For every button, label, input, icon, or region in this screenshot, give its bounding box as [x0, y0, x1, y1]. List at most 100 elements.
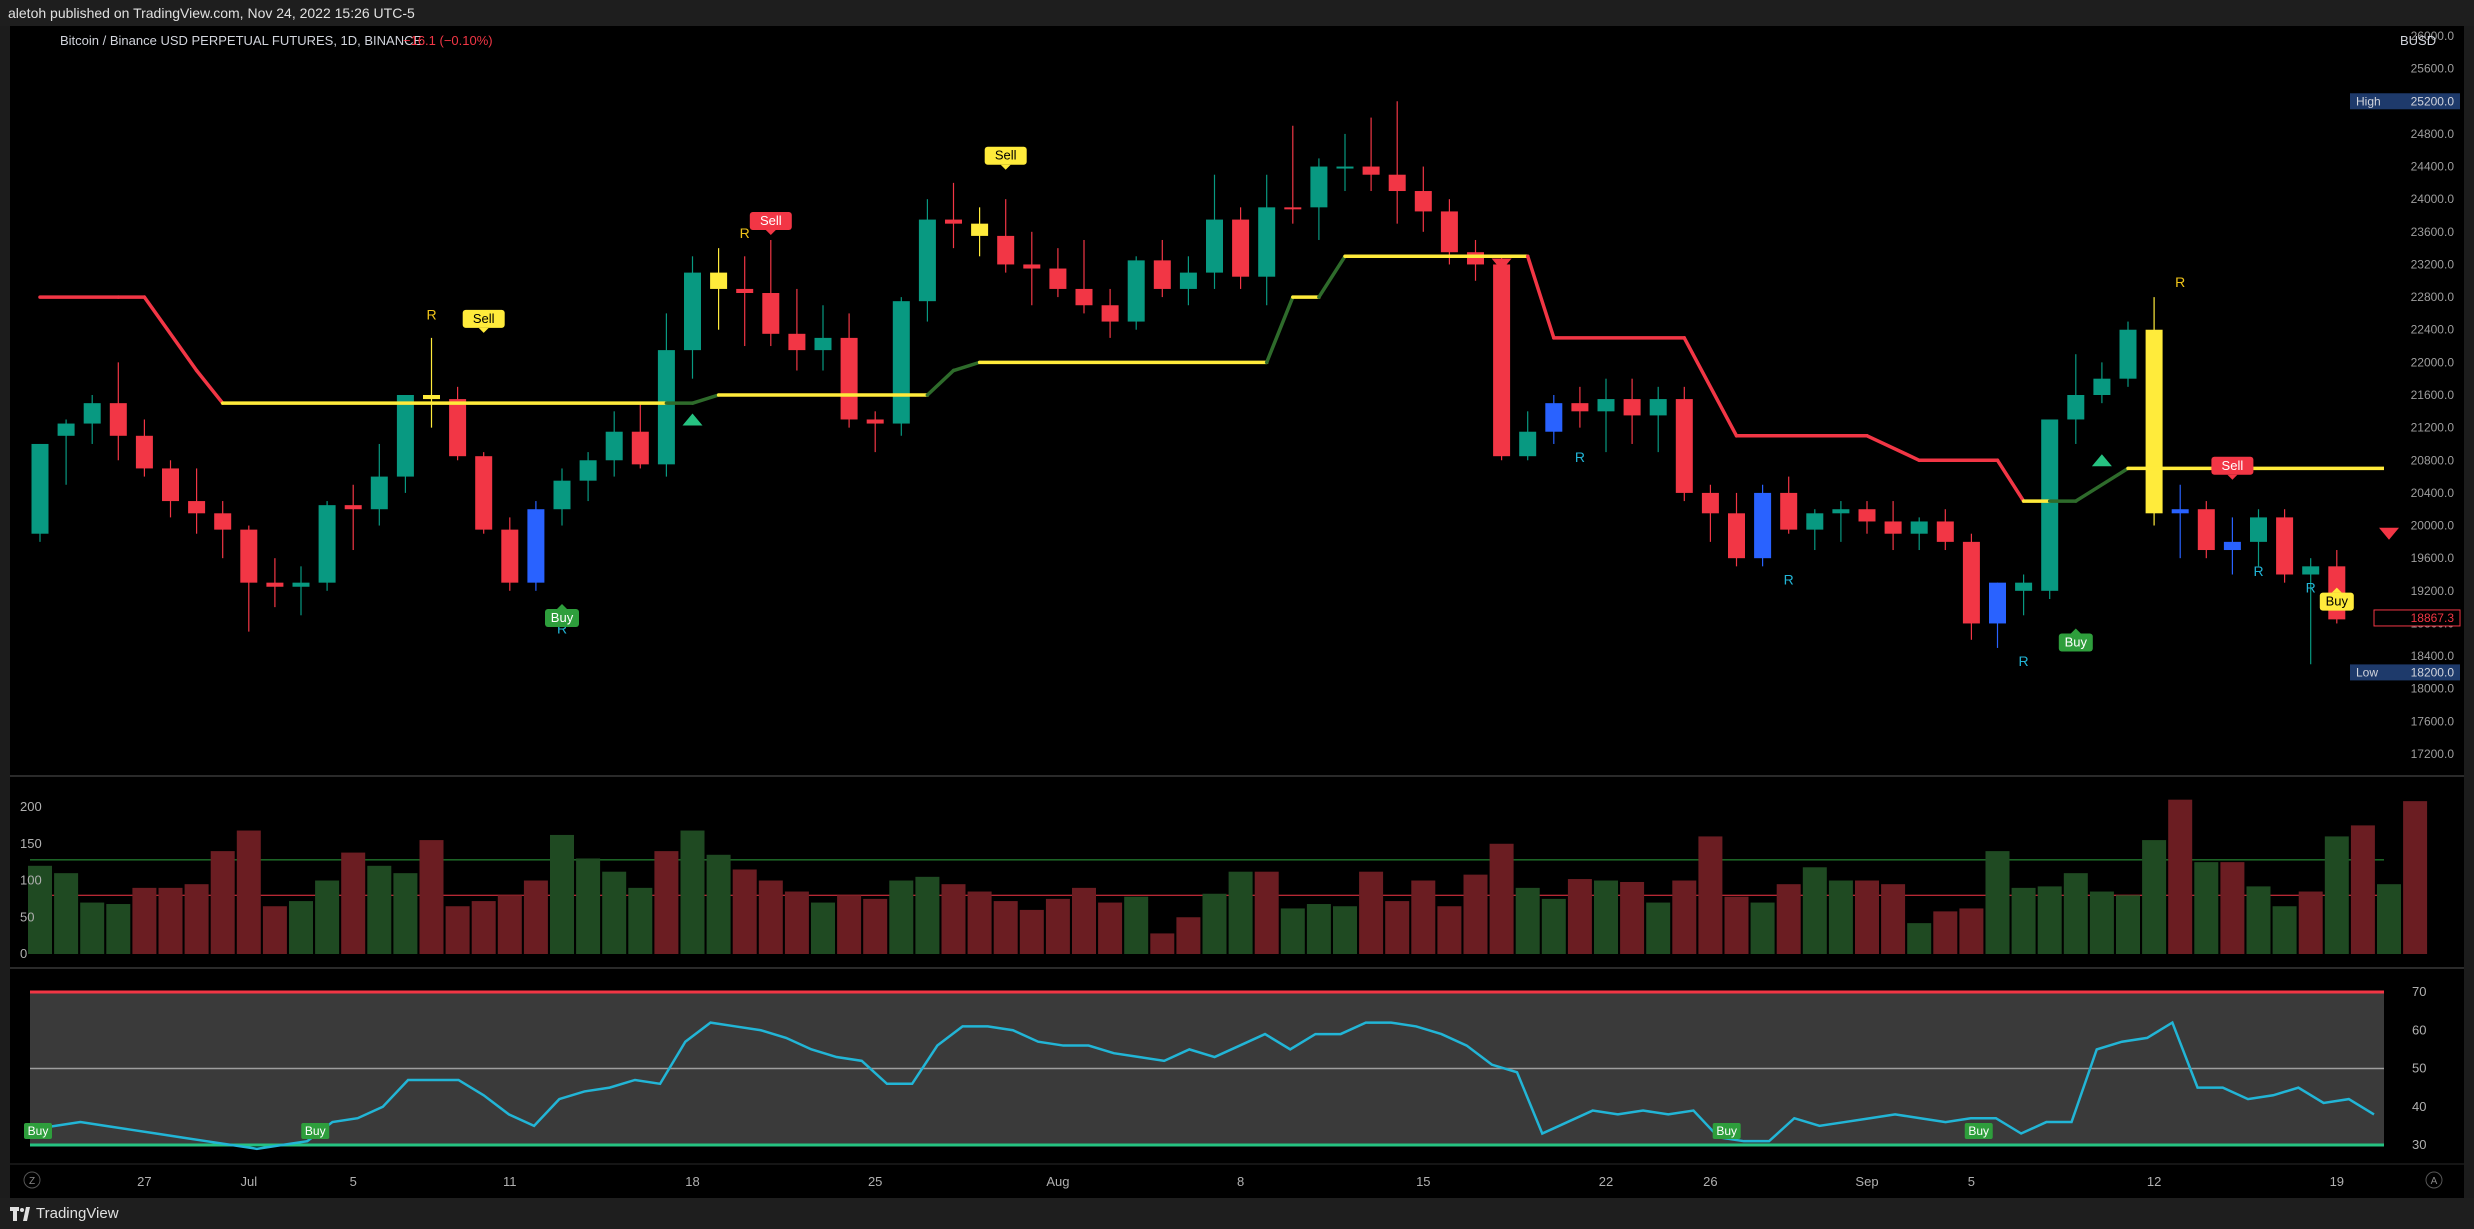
candle-body[interactable]	[2119, 329, 2137, 379]
volume-bar[interactable]	[915, 876, 940, 954]
volume-bar[interactable]	[2272, 906, 2297, 954]
candle[interactable]	[1336, 133, 1354, 192]
candle[interactable]	[1754, 484, 1772, 567]
candle-body[interactable]	[1728, 513, 1745, 559]
volume-bar[interactable]	[1306, 904, 1331, 954]
signal-buy[interactable]: Buy	[2058, 628, 2093, 652]
volume-bar[interactable]	[2246, 886, 2271, 954]
volume-bar[interactable]	[236, 830, 261, 954]
candle-body[interactable]	[1806, 513, 1824, 530]
candle-body[interactable]	[553, 480, 571, 510]
volume-pane[interactable]: 200 150 100 50 0	[20, 799, 2428, 961]
candle-body[interactable]	[475, 456, 493, 530]
volume-bar[interactable]	[184, 884, 209, 954]
volume-bar[interactable]	[1672, 880, 1697, 954]
candle-body[interactable]	[240, 529, 258, 583]
volume-bar[interactable]	[1620, 881, 1645, 954]
rsi-signal-buy[interactable]: Buy	[1964, 1123, 1993, 1139]
volume-bar[interactable]	[2063, 873, 2088, 954]
candle[interactable]	[918, 199, 936, 322]
volume-bar[interactable]	[1176, 917, 1201, 954]
volume-bar[interactable]	[2142, 840, 2167, 954]
candle-body[interactable]	[1258, 207, 1276, 277]
volume-bar[interactable]	[941, 884, 966, 954]
candle-body[interactable]	[1049, 268, 1067, 289]
volume-bar[interactable]	[1019, 909, 1044, 954]
candle[interactable]	[266, 558, 284, 608]
candle-body[interactable]	[2067, 395, 2085, 420]
candle[interactable]	[1049, 248, 1067, 298]
volume-bar[interactable]	[1072, 887, 1096, 954]
candle-body[interactable]	[1989, 582, 2006, 624]
signal-sell[interactable]: Sell	[462, 309, 505, 333]
volume-bar[interactable]	[1750, 902, 1775, 954]
candle[interactable]	[1232, 207, 1250, 289]
candle[interactable]	[1623, 378, 1641, 444]
volume-bar[interactable]	[2089, 891, 2114, 954]
candle-body[interactable]	[1780, 492, 1798, 530]
candle-body[interactable]	[2145, 329, 2163, 514]
candle-body[interactable]	[1101, 305, 1119, 322]
volume-bar[interactable]	[1907, 923, 1932, 954]
candle[interactable]	[31, 443, 49, 542]
candle[interactable]	[2145, 297, 2163, 526]
rsi-line[interactable]	[29, 1020, 2375, 1151]
volume-bar[interactable]	[2116, 895, 2140, 954]
rsi-signal-buy[interactable]: Buy	[301, 1123, 330, 1139]
volume-bar[interactable]	[863, 898, 888, 954]
volume-bar[interactable]	[837, 895, 862, 954]
candle[interactable]	[605, 411, 623, 477]
candle-body[interactable]	[1153, 260, 1171, 289]
candle[interactable]	[396, 395, 414, 493]
volume-bar[interactable]	[471, 901, 496, 954]
volume-bar[interactable]	[315, 880, 340, 954]
candle[interactable]	[2093, 362, 2111, 404]
auto-scale-button[interactable]: A	[2425, 1171, 2443, 1189]
volume-bar[interactable]	[54, 873, 79, 954]
candle-body[interactable]	[1388, 174, 1406, 192]
candle[interactable]	[579, 452, 597, 502]
candle-body[interactable]	[344, 505, 362, 510]
volume-bar[interactable]	[1045, 898, 1070, 954]
candle[interactable]	[1206, 174, 1223, 289]
volume-bar[interactable]	[1541, 898, 1566, 954]
candle-body[interactable]	[1075, 288, 1093, 306]
candle-body[interactable]	[684, 272, 701, 351]
candle-body[interactable]	[2276, 517, 2294, 575]
volume-bar[interactable]	[289, 901, 313, 954]
candle[interactable]	[83, 395, 101, 444]
volume-bar[interactable]	[262, 906, 287, 954]
candle[interactable]	[2276, 509, 2294, 583]
candle[interactable]	[1075, 239, 1093, 314]
volume-bar[interactable]	[393, 873, 418, 954]
candle[interactable]	[1258, 174, 1276, 306]
volume-bar[interactable]	[1776, 884, 1801, 954]
candle-body[interactable]	[710, 272, 728, 289]
candle-body[interactable]	[762, 293, 780, 334]
candle[interactable]	[501, 517, 519, 591]
candle-body[interactable]	[631, 431, 649, 465]
volume-bar[interactable]	[628, 887, 653, 954]
candle[interactable]	[188, 468, 206, 534]
volume-bar[interactable]	[367, 865, 392, 954]
candle-body[interactable]	[2093, 378, 2111, 395]
candle[interactable]	[475, 452, 493, 534]
candle[interactable]	[1936, 509, 1954, 551]
candle[interactable]	[1362, 117, 1380, 192]
signal-sell[interactable]: Sell	[749, 211, 792, 235]
candle-body[interactable]	[657, 350, 675, 465]
candle[interactable]	[1962, 533, 1980, 640]
signal-sell[interactable]: Sell	[984, 146, 1027, 170]
candle-body[interactable]	[1362, 166, 1380, 175]
candle[interactable]	[1675, 386, 1693, 502]
volume-bar[interactable]	[1411, 880, 1436, 954]
volume-bar[interactable]	[445, 906, 470, 954]
candle[interactable]	[971, 207, 989, 257]
volume-bar[interactable]	[1985, 851, 2010, 954]
volume-bar[interactable]	[28, 865, 52, 954]
candle[interactable]	[2067, 354, 2085, 444]
candle[interactable]	[2015, 574, 2033, 616]
candle[interactable]	[2119, 321, 2137, 387]
candle[interactable]	[1649, 386, 1667, 453]
candle-body[interactable]	[423, 395, 440, 400]
